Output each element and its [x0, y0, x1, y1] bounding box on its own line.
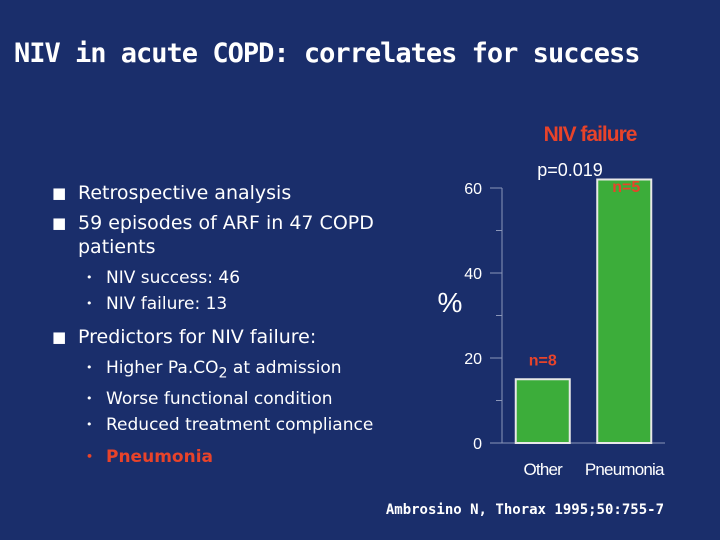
bullet-episodes: ■ 59 episodes of ARF in 47 COPD patients — [52, 211, 432, 259]
bar-n-label: n=5 — [612, 179, 640, 196]
bullet-predictors: ■ Predictors for NIV failure: — [52, 325, 432, 349]
y-axis-label: % — [438, 287, 463, 318]
sub-bullet-text: Reduced treatment compliance — [106, 415, 374, 436]
bar-other — [514, 378, 571, 444]
chart-title: NIV failure — [544, 123, 637, 146]
bullet-retrospective: ■ Retrospective analysis — [52, 181, 432, 205]
sub-bullet-list: • NIV success: 46 • NIV failure: 13 — [52, 265, 432, 317]
sub-bullet-text: Higher Pa.CO — [106, 358, 219, 378]
y-tick-label: 40 — [464, 266, 482, 283]
square-bullet-icon: ■ — [52, 184, 67, 202]
bullet-text: Retrospective analysis — [78, 182, 292, 204]
sub-bullet-text: NIV failure: 13 — [106, 294, 228, 314]
subscript-text: 2 — [218, 365, 228, 382]
dot-bullet-icon: • — [86, 392, 93, 406]
sub-bullet-list: • Higher Pa.CO2 at admission • Worse fun… — [52, 355, 432, 470]
y-tick-label: 20 — [464, 351, 482, 368]
sub-bullet-success: • NIV success: 46 — [52, 265, 432, 291]
slide-title: NIV in acute COPD: correlates for succes… — [14, 38, 640, 69]
bullet-list: ■ Retrospective analysis ■ 59 episodes o… — [52, 181, 432, 478]
y-tick-label: 0 — [473, 436, 482, 453]
sub-bullet-text: at admission — [227, 358, 342, 378]
square-bullet-icon: ■ — [52, 328, 67, 346]
dot-bullet-icon: • — [86, 361, 93, 374]
p-value-label: p=0.019 — [537, 160, 603, 180]
bullet-text: Predictors for NIV failure: — [78, 326, 317, 348]
citation: Ambrosino N, Thorax 1995;50:755-7 — [385, 502, 664, 518]
x-tick-label: Other — [523, 460, 563, 479]
sub-bullet-text: Worse functional condition — [106, 389, 333, 410]
sub-bullet-compliance: • Reduced treatment compliance — [52, 412, 432, 438]
dot-bullet-icon: • — [86, 297, 93, 310]
sub-bullet-functional: • Worse functional condition — [52, 386, 432, 412]
sub-bullet-text-highlight: Pneumonia — [106, 447, 213, 468]
bullet-text: 59 episodes of ARF in 47 COPD patients — [78, 212, 374, 258]
square-bullet-icon: ■ — [52, 214, 67, 232]
sub-bullet-paco2: • Higher Pa.CO2 at admission — [52, 355, 432, 386]
dot-bullet-icon: • — [86, 271, 93, 284]
bar-n-label: n=8 — [529, 352, 557, 369]
bar-pneumonia — [596, 178, 653, 444]
x-tick-label: Pneumonia — [585, 460, 665, 479]
dot-bullet-icon: • — [86, 450, 94, 464]
sub-bullet-text: NIV success: 46 — [106, 268, 241, 288]
sub-bullet-failure: • NIV failure: 13 — [52, 291, 432, 317]
dot-bullet-icon: • — [86, 418, 93, 432]
y-tick-label: 60 — [464, 181, 482, 198]
sub-bullet-pneumonia: • Pneumonia — [52, 444, 432, 470]
